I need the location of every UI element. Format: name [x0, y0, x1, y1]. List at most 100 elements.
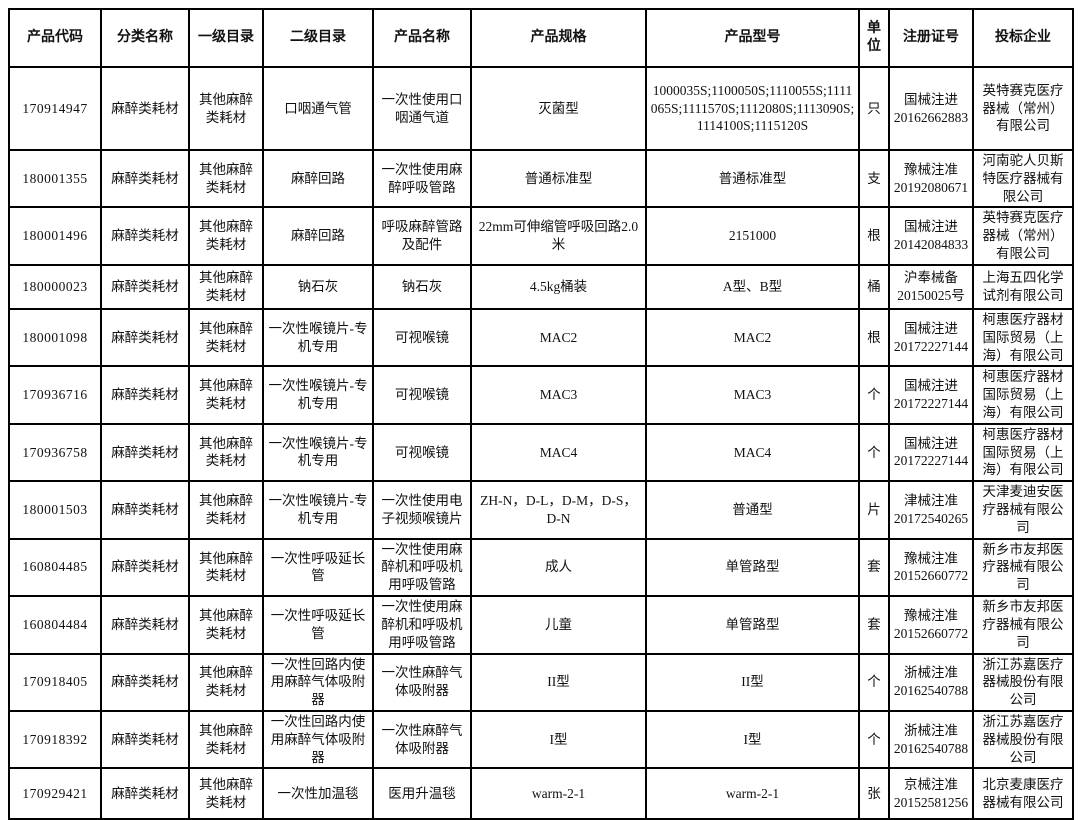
cell-unit: 个 — [858, 709, 890, 770]
table-row: 170936758 麻醉类耗材 其他麻醉类耗材 一次性喉镜片-专机专用 可视喉镜 MAC4… — [8, 422, 1074, 483]
cell-bidding-enterprise: 柯惠医疗器材国际贸易（上海）有限公司 — [972, 365, 1074, 425]
column-header-level1-directory: 一级目录 — [188, 8, 264, 68]
cell-product-spec: II型 — [470, 652, 647, 712]
cell-level1-directory: 其他麻醉类耗材 — [188, 767, 264, 820]
cell-category-name: 麻醉类耗材 — [100, 537, 190, 598]
cell-category-name: 麻醉类耗材 — [100, 767, 190, 820]
cell-level1-directory: 其他麻醉类耗材 — [188, 652, 264, 712]
cell-unit: 套 — [858, 595, 890, 655]
cell-level2-directory: 口咽通气管 — [262, 66, 374, 151]
cell-level1-directory: 其他麻醉类耗材 — [188, 537, 264, 598]
cell-product-name: 一次性使用电子视频喉镜片 — [372, 480, 472, 540]
cell-category-name: 麻醉类耗材 — [100, 206, 190, 266]
cell-product-code: 180001503 — [8, 480, 102, 540]
cell-product-spec: 成人 — [470, 537, 647, 598]
cell-product-code: 180000023 — [8, 263, 102, 310]
cell-level1-directory: 其他麻醉类耗材 — [188, 263, 264, 310]
cell-level1-directory: 其他麻醉类耗材 — [188, 365, 264, 425]
cell-product-spec: 22mm可伸缩管呼吸回路2.0米 — [470, 206, 647, 266]
cell-product-spec: 灭菌型 — [470, 66, 647, 151]
cell-level1-directory: 其他麻醉类耗材 — [188, 422, 264, 483]
cell-category-name: 麻醉类耗材 — [100, 480, 190, 540]
cell-registration-number: 豫械注准 20152660772 — [888, 537, 974, 598]
cell-product-name: 一次性麻醉气体吸附器 — [372, 709, 472, 770]
cell-product-model: warm-2-1 — [645, 767, 860, 820]
cell-product-code: 170914947 — [8, 66, 102, 151]
cell-product-model: MAC3 — [645, 365, 860, 425]
cell-product-spec: warm-2-1 — [470, 767, 647, 820]
cell-level1-directory: 其他麻醉类耗材 — [188, 709, 264, 770]
cell-unit: 套 — [858, 537, 890, 598]
cell-unit: 个 — [858, 365, 890, 425]
column-header-registration-number: 注册证号 — [888, 8, 974, 68]
cell-product-name: 钠石灰 — [372, 263, 472, 310]
cell-product-code: 180001355 — [8, 148, 102, 209]
cell-unit: 个 — [858, 652, 890, 712]
column-header-level2-directory: 二级目录 — [262, 8, 374, 68]
cell-registration-number: 国械注进 20142084833 — [888, 206, 974, 266]
cell-registration-number: 浙械注准 20162540788 — [888, 709, 974, 770]
cell-product-code: 180001098 — [8, 307, 102, 368]
cell-bidding-enterprise: 河南驼人贝斯特医疗器械有限公司 — [972, 148, 1074, 209]
cell-product-name: 可视喉镜 — [372, 365, 472, 425]
cell-category-name: 麻醉类耗材 — [100, 148, 190, 209]
product-table: 产品代码 分类名称 一级目录 二级目录 产品名称 产品规格 产品型号 单位 注册证号 投标企业 1… — [8, 8, 1074, 820]
cell-level2-directory: 一次性呼吸延长管 — [262, 595, 374, 655]
table-row: 170914947 麻醉类耗材 其他麻醉类耗材 口咽通气管 一次性使用口咽通气道 灭菌型 1… — [8, 66, 1074, 151]
cell-product-code: 160804485 — [8, 537, 102, 598]
cell-product-model: MAC2 — [645, 307, 860, 368]
cell-category-name: 麻醉类耗材 — [100, 263, 190, 310]
cell-bidding-enterprise: 浙江苏嘉医疗器械股份有限公司 — [972, 652, 1074, 712]
cell-product-model: II型 — [645, 652, 860, 712]
cell-bidding-enterprise: 新乡市友邦医疗器械有限公司 — [972, 537, 1074, 598]
cell-category-name: 麻醉类耗材 — [100, 422, 190, 483]
cell-product-name: 可视喉镜 — [372, 307, 472, 368]
cell-unit: 只 — [858, 66, 890, 151]
cell-product-spec: MAC2 — [470, 307, 647, 368]
cell-level2-directory: 一次性加温毯 — [262, 767, 374, 820]
cell-registration-number: 沪奉械备 20150025号 — [888, 263, 974, 310]
cell-registration-number: 京械注准 20152581256 — [888, 767, 974, 820]
cell-product-spec: ZH-N，D-L，D-M，D-S，D-N — [470, 480, 647, 540]
cell-level2-directory: 一次性呼吸延长管 — [262, 537, 374, 598]
column-header-unit: 单位 — [858, 8, 890, 68]
cell-product-code: 180001496 — [8, 206, 102, 266]
cell-level2-directory: 一次性回路内使用麻醉气体吸附器 — [262, 652, 374, 712]
cell-bidding-enterprise: 英特赛克医疗器械（常州）有限公司 — [972, 206, 1074, 266]
cell-product-spec: 4.5kg桶装 — [470, 263, 647, 310]
cell-category-name: 麻醉类耗材 — [100, 595, 190, 655]
cell-level1-directory: 其他麻醉类耗材 — [188, 595, 264, 655]
cell-product-model: 单管路型 — [645, 595, 860, 655]
cell-product-spec: I型 — [470, 709, 647, 770]
table-row: 180001503 麻醉类耗材 其他麻醉类耗材 一次性喉镜片-专机专用 一次性使用电子视… — [8, 480, 1074, 540]
cell-product-name: 一次性使用麻醉呼吸管路 — [372, 148, 472, 209]
cell-product-spec: 普通标准型 — [470, 148, 647, 209]
cell-unit: 桶 — [858, 263, 890, 310]
table-row: 160804484 麻醉类耗材 其他麻醉类耗材 一次性呼吸延长管 一次性使用麻醉机和呼吸… — [8, 595, 1074, 655]
table-row: 170918405 麻醉类耗材 其他麻醉类耗材 一次性回路内使用麻醉气体吸附器 一次性麻… — [8, 652, 1074, 712]
column-header-bidding-enterprise: 投标企业 — [972, 8, 1074, 68]
cell-level2-directory: 钠石灰 — [262, 263, 374, 310]
cell-level2-directory: 一次性喉镜片-专机专用 — [262, 307, 374, 368]
table-row: 170929421 麻醉类耗材 其他麻醉类耗材 一次性加温毯 医用升温毯 warm-2-1… — [8, 767, 1074, 820]
table-row: 170936716 麻醉类耗材 其他麻醉类耗材 一次性喉镜片-专机专用 可视喉镜 MAC3… — [8, 365, 1074, 425]
table-row: 170918392 麻醉类耗材 其他麻醉类耗材 一次性回路内使用麻醉气体吸附器 一次性麻… — [8, 709, 1074, 770]
cell-bidding-enterprise: 英特赛克医疗器械（常州）有限公司 — [972, 66, 1074, 151]
cell-product-model: 1000035S;1100050S;1110055S;1111065S;1111… — [645, 66, 860, 151]
cell-product-model: MAC4 — [645, 422, 860, 483]
cell-category-name: 麻醉类耗材 — [100, 652, 190, 712]
table-row: 180001355 麻醉类耗材 其他麻醉类耗材 麻醉回路 一次性使用麻醉呼吸管路 普通标准… — [8, 148, 1074, 209]
table-row: 180001496 麻醉类耗材 其他麻醉类耗材 麻醉回路 呼吸麻醉管路及配件 22mm可伸… — [8, 206, 1074, 266]
cell-level1-directory: 其他麻醉类耗材 — [188, 66, 264, 151]
cell-registration-number: 豫械注准 20192080671 — [888, 148, 974, 209]
cell-level2-directory: 麻醉回路 — [262, 148, 374, 209]
cell-category-name: 麻醉类耗材 — [100, 709, 190, 770]
cell-unit: 支 — [858, 148, 890, 209]
cell-product-code: 170918405 — [8, 652, 102, 712]
cell-registration-number: 豫械注准 20152660772 — [888, 595, 974, 655]
cell-product-spec: MAC4 — [470, 422, 647, 483]
cell-registration-number: 国械注进 20172227144 — [888, 365, 974, 425]
cell-product-model: 普通标准型 — [645, 148, 860, 209]
cell-product-name: 一次性麻醉气体吸附器 — [372, 652, 472, 712]
cell-bidding-enterprise: 新乡市友邦医疗器械有限公司 — [972, 595, 1074, 655]
